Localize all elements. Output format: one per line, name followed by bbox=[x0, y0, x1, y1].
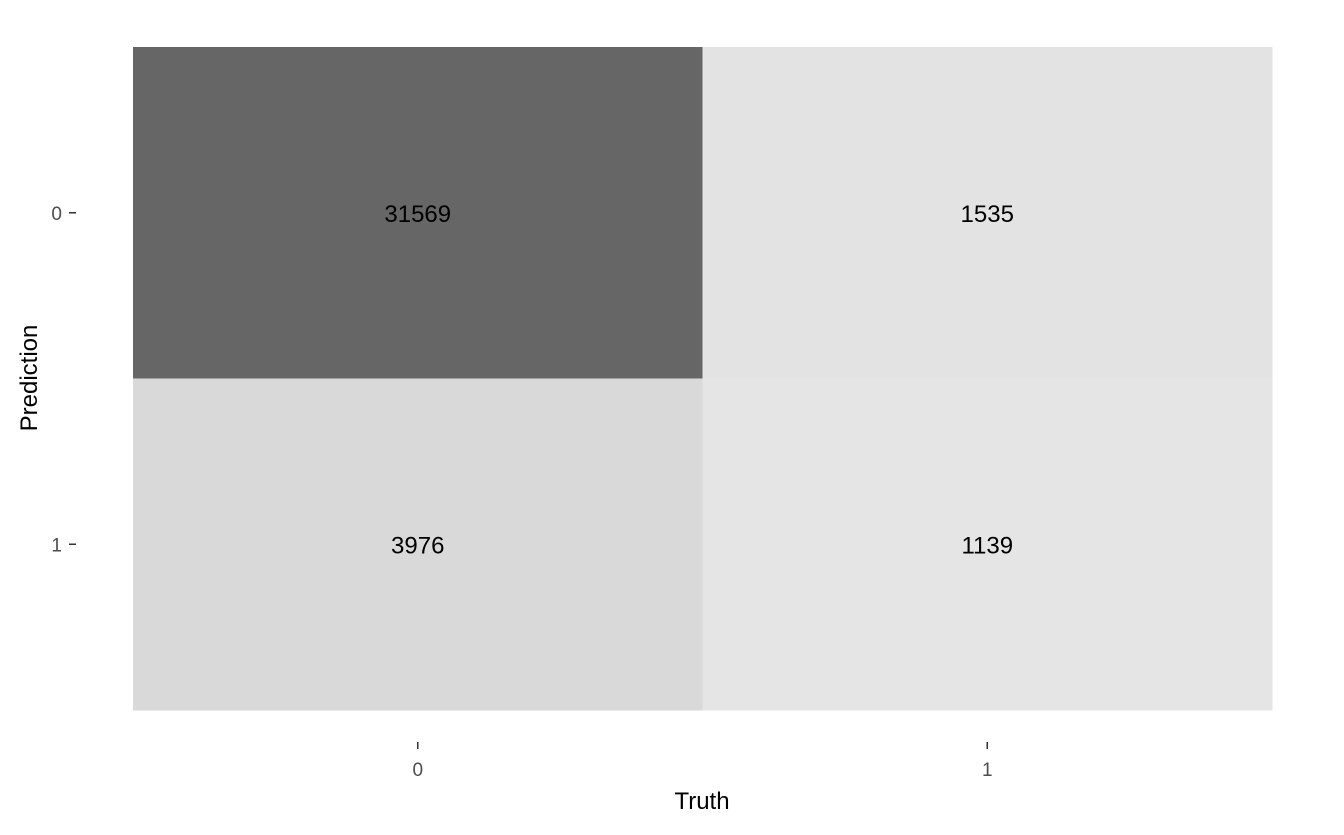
heatmap-cell bbox=[133, 47, 703, 379]
y-axis-title: Prediction bbox=[16, 325, 43, 432]
x-tick-label: 0 bbox=[412, 760, 423, 781]
x-tick-label: 1 bbox=[982, 760, 993, 781]
heatmap-cell bbox=[702, 47, 1273, 379]
x-axis-title: Truth bbox=[674, 788, 729, 815]
y-axis-ticks: 01 bbox=[51, 204, 76, 556]
cell-value-label: 3976 bbox=[391, 532, 444, 559]
heatmap-cell bbox=[133, 378, 703, 711]
heatmap-cell bbox=[702, 378, 1273, 711]
y-tick-label: 0 bbox=[51, 204, 62, 225]
cell-labels: 31569 1535 3976 1139 bbox=[384, 201, 1014, 560]
cell-value-label: 31569 bbox=[384, 201, 451, 228]
cell-value-label: 1535 bbox=[961, 201, 1014, 228]
y-tick-label: 1 bbox=[51, 535, 62, 556]
heatmap-cells bbox=[133, 47, 1273, 711]
cell-value-label: 1139 bbox=[961, 532, 1013, 559]
